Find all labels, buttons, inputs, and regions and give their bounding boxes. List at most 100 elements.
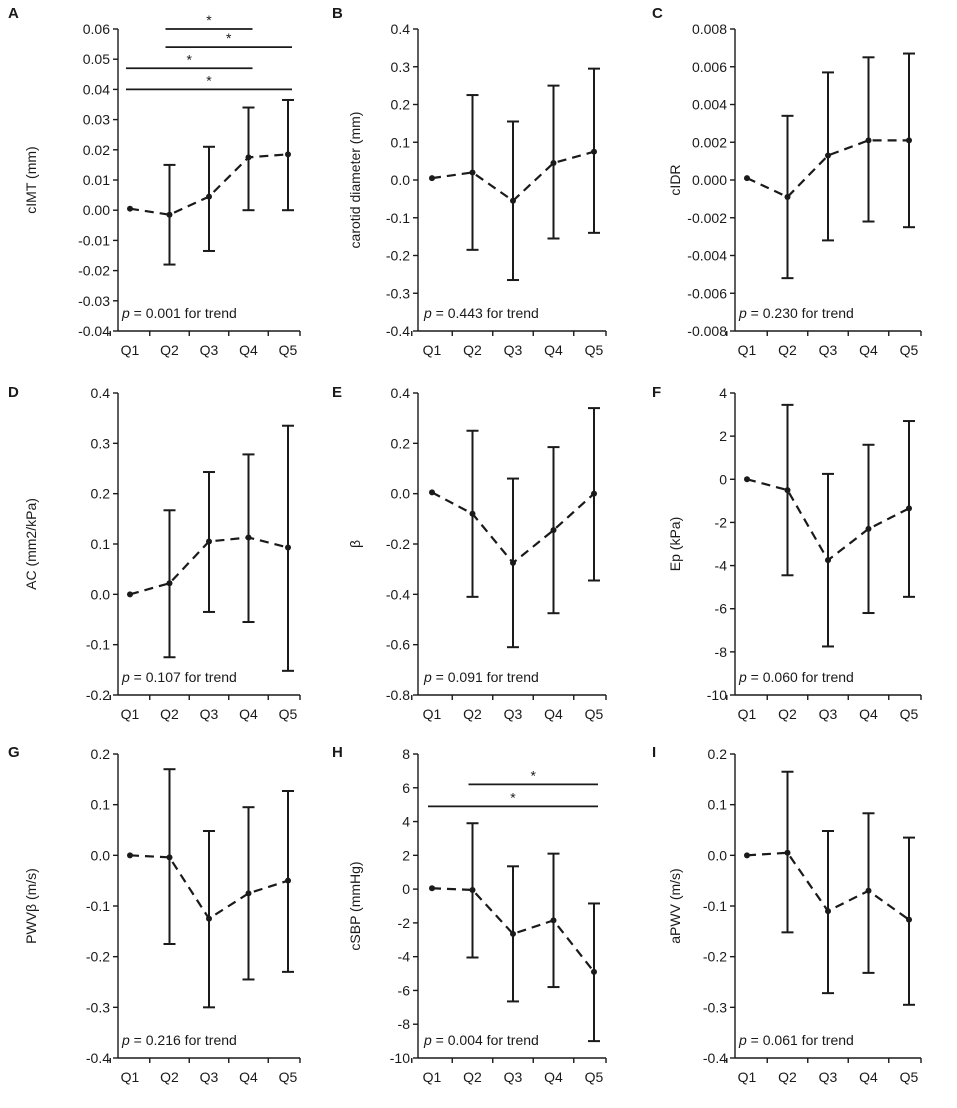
significance-star: * (187, 51, 193, 67)
data-point (906, 137, 912, 144)
x-tick-label: Q1 (121, 1069, 140, 1085)
y-tick-label: -0.03 (78, 293, 110, 309)
data-point (469, 169, 476, 176)
x-tick-label: Q4 (239, 1069, 258, 1085)
x-tick-label: Q4 (859, 1069, 878, 1085)
data-point (744, 476, 750, 483)
data-point (206, 915, 212, 922)
x-tick-label: Q2 (778, 342, 797, 358)
trend-annotation: p = 0.004 for trend (423, 1032, 539, 1048)
y-tick-label: -0.2 (86, 687, 110, 703)
x-tick-label: Q4 (544, 706, 563, 722)
y-tick-label: 0.3 (391, 59, 411, 75)
p-value-text: = 0.107 for trend (130, 669, 237, 685)
x-tick-label: Q3 (200, 1069, 219, 1085)
data-point (591, 148, 597, 155)
panel-I: I -0.4 -0.3 -0.2 -0.1 0.0 0.1 0.2 Q1 Q2 Q3 Q4 Q5 aPWV… (652, 744, 922, 1085)
y-tick-label: 4 (402, 814, 410, 830)
data-point (206, 193, 212, 200)
y-tick-label: -4 (715, 558, 728, 574)
p-value-text: = 0.216 for trend (130, 1032, 237, 1048)
trend-annotation: p = 0.091 for trend (423, 669, 539, 685)
y-tick-label: -0.02 (78, 263, 110, 279)
data-point (166, 580, 173, 587)
y-tick-label: 0.0 (391, 172, 411, 188)
trend-annotation: p = 0.107 for trend (121, 669, 237, 685)
y-tick-label: -0.6 (386, 637, 410, 653)
y-tick-label: -0.4 (386, 323, 410, 339)
y-tick-label: -0.2 (386, 536, 410, 552)
data-point (245, 890, 252, 897)
y-tick-label: -0.3 (86, 999, 110, 1015)
y-tick-label: 0.4 (391, 385, 411, 401)
y-tick-label: -0.008 (687, 323, 727, 339)
x-tick-label: Q4 (239, 342, 258, 358)
y-tick-label: -0.1 (386, 210, 410, 226)
panel-G: G -0.4 -0.3 -0.2 -0.1 0.0 0.1 0.2 Q1 Q2 Q3 Q4 Q5 PWVβ… (8, 744, 301, 1085)
data-point (865, 887, 872, 894)
p-symbol: p (738, 1032, 747, 1048)
data-point (245, 534, 252, 541)
y-tick-label: 0.008 (692, 21, 727, 37)
panel-letter: I (652, 744, 656, 761)
y-tick-label: -0.3 (386, 285, 410, 301)
trend-annotation: p = 0.061 for trend (738, 1032, 854, 1048)
x-tick-label: Q1 (121, 342, 140, 358)
y-tick-label: 0.3 (91, 435, 111, 451)
y-tick-label: -0.1 (86, 637, 110, 653)
data-point (206, 538, 212, 545)
y-tick-label: -0.004 (687, 248, 727, 264)
p-value-text: = 0.001 for trend (130, 305, 237, 321)
data-point (469, 510, 476, 517)
x-tick-label: Q2 (160, 342, 179, 358)
x-tick-label: Q1 (423, 342, 442, 358)
data-point (865, 525, 872, 532)
data-point (784, 487, 791, 494)
x-tick-label: Q4 (859, 706, 878, 722)
y-tick-label: 0.2 (91, 746, 111, 762)
significance-star: * (531, 767, 537, 783)
panel-D: D -0.2 -0.1 0.0 0.1 0.2 0.3 0.4 Q1 Q2 Q3 Q4 Q5 AC (mm… (8, 384, 301, 722)
data-point (510, 930, 516, 937)
panel-H: H -10 -8 -6 -4 -2 0 2 4 6 8 Q1 Q2 Q3 Q4 Q5 cSBP (mmHg) * *… (332, 744, 607, 1085)
y-tick-label: 2 (719, 428, 727, 444)
trend-annotation: p = 0.060 for trend (738, 669, 854, 685)
panel-letter: E (332, 384, 342, 401)
p-value-text: = 0.443 for trend (432, 305, 539, 321)
data-point (510, 197, 516, 204)
data-point (865, 137, 872, 144)
data-point (784, 849, 791, 856)
x-tick-label: Q3 (200, 342, 219, 358)
data-point (429, 885, 435, 892)
x-tick-label: Q5 (900, 1069, 919, 1085)
data-point (469, 886, 476, 893)
x-tick-label: Q5 (279, 342, 298, 358)
y-tick-label: 0.006 (692, 59, 727, 75)
x-tick-label: Q1 (738, 706, 757, 722)
data-point (127, 205, 133, 212)
x-tick-label: Q1 (423, 706, 442, 722)
p-symbol: p (738, 305, 747, 321)
y-tick-label: 0.2 (391, 97, 411, 113)
panel-letter: H (332, 744, 343, 761)
data-point (784, 193, 791, 200)
y-tick-label: -4 (398, 949, 411, 965)
data-point (127, 591, 133, 598)
y-tick-label: 0.02 (83, 142, 110, 158)
y-tick-label: -0.1 (86, 898, 110, 914)
data-point (285, 544, 291, 551)
x-tick-label: Q3 (504, 1069, 523, 1085)
y-tick-label: 4 (719, 385, 727, 401)
panel-A: A -0.04 -0.03 -0.02 -0.01 0.00 0.01 0.02 0.03 0.0… (8, 5, 301, 358)
y-tick-label: 0.002 (692, 134, 727, 150)
y-tick-label: -0.4 (386, 586, 410, 602)
p-symbol: p (423, 669, 432, 685)
data-point (825, 908, 831, 915)
x-tick-label: Q1 (423, 1069, 442, 1085)
trend-annotation: p = 0.230 for trend (738, 305, 854, 321)
y-tick-label: 0.4 (91, 385, 111, 401)
y-tick-label: 0.01 (83, 172, 110, 188)
x-tick-label: Q5 (279, 1069, 298, 1085)
significance-star: * (206, 12, 212, 28)
